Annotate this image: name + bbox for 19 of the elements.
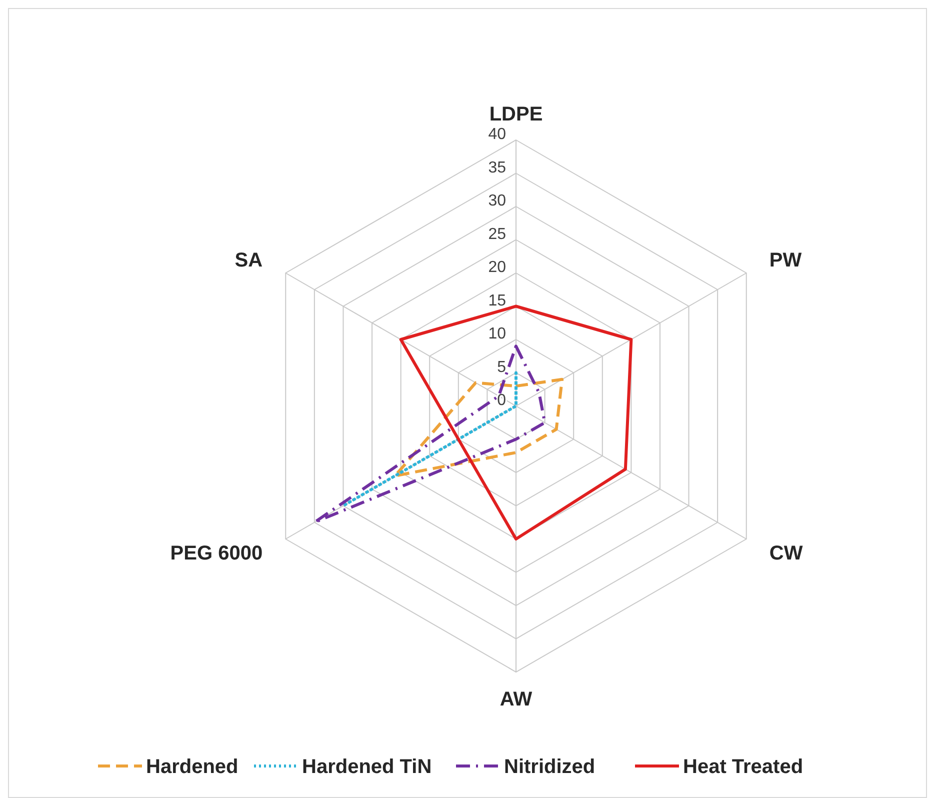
- y-tick-label: 30: [488, 192, 506, 210]
- spoke-label: LDPE: [489, 103, 543, 126]
- spoke-label: AW: [500, 688, 532, 711]
- legend-label: Hardened TiN: [302, 756, 432, 778]
- y-tick-label: 25: [488, 226, 506, 243]
- spoke-label: CW: [769, 542, 803, 564]
- y-tick-label: 35: [488, 159, 506, 176]
- legend-label: Hardened: [146, 756, 238, 778]
- y-tick-label: 0: [497, 392, 506, 409]
- legend-label: Nitridized: [504, 756, 596, 778]
- y-tick-label: 40: [488, 126, 506, 143]
- y-tick-label: 10: [488, 326, 506, 342]
- spoke-label: SA: [234, 250, 263, 272]
- spoke-label: PW: [769, 250, 802, 272]
- spoke-label: PEG 6000: [170, 542, 263, 564]
- legend-label: Heat Treated: [683, 756, 804, 778]
- y-tick-label: 15: [488, 292, 506, 310]
- y-tick-label: 5: [497, 358, 506, 376]
- y-tick-label: 20: [488, 259, 506, 276]
